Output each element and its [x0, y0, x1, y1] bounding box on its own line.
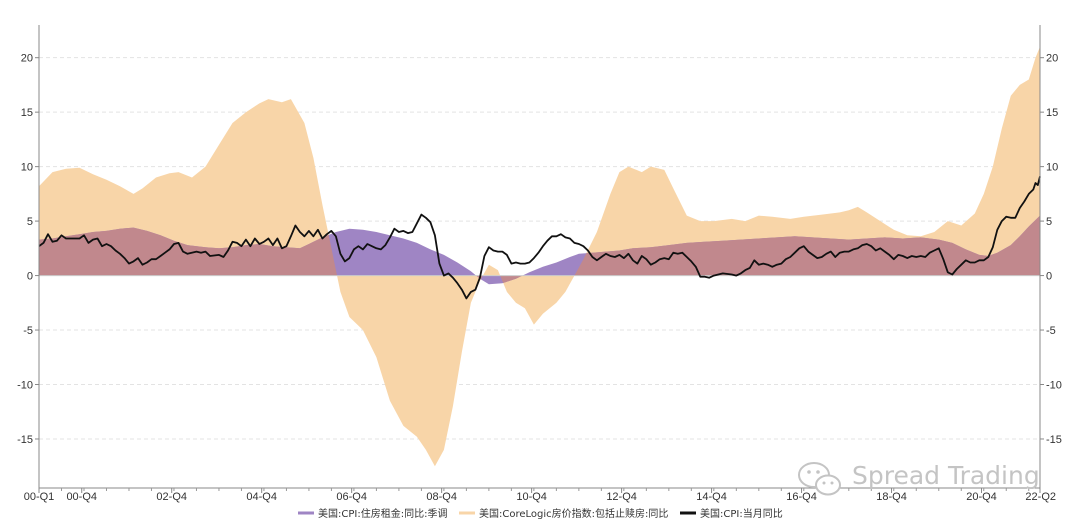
x-tick-label: 10-Q4	[516, 491, 547, 503]
y-tick-label-right: 15	[1046, 107, 1058, 119]
y-tick-label-left: 15	[21, 107, 33, 119]
y-tick-label-left: 5	[27, 216, 33, 228]
legend-item[interactable]: 美国:CoreLogic房价指数:包括止赎房:同比	[459, 507, 668, 520]
y-tick-label-left: -10	[17, 380, 33, 392]
y-tick-label-left: 20	[21, 53, 33, 65]
area-series	[39, 46, 1040, 467]
y-tick-label-right: 0	[1046, 271, 1052, 283]
x-tick-label: 14-Q4	[696, 491, 727, 503]
y-tick-label-right: 10	[1046, 162, 1058, 174]
x-tick-label: 12-Q4	[606, 491, 637, 503]
legend-item[interactable]: 美国:CPI:当月同比	[680, 507, 783, 520]
watermark: Spread Trading	[798, 461, 1040, 496]
legend: 美国:CPI:住房租金:同比:季调 美国:CoreLogic房价指数:包括止赎房:…	[298, 507, 783, 520]
axes	[35, 25, 1044, 493]
x-tick-label: 00-Q4	[66, 491, 97, 503]
y-tick-label-right: 5	[1046, 216, 1052, 228]
x-tick-label: 02-Q4	[156, 491, 187, 503]
legend-label: 美国:CoreLogic房价指数:包括止赎房:同比	[479, 507, 668, 520]
wechat-icon	[798, 462, 841, 496]
legend-label: 美国:CPI:当月同比	[700, 507, 783, 520]
x-tick-label: 00-Q1	[24, 491, 55, 503]
x-tick-label: 04-Q4	[246, 491, 277, 503]
x-tick-label: 16-Q4	[786, 491, 817, 503]
x-tick-label: 06-Q4	[336, 491, 367, 503]
series-area-corelogic-hpi	[39, 46, 1040, 467]
x-tick-label: 22-Q2	[1025, 491, 1056, 503]
y-tick-label-left: 10	[21, 162, 33, 174]
y-tick-label-right: -5	[1046, 325, 1056, 337]
overlap-above-zero	[39, 215, 1040, 276]
x-tick-label: 18-Q4	[876, 491, 907, 503]
y-tick-label-left: -5	[23, 325, 33, 337]
y-tick-label-right: -15	[1046, 434, 1062, 446]
legend-item[interactable]: 美国:CPI:住房租金:同比:季调	[298, 507, 447, 520]
x-tick-label: 20-Q4	[966, 491, 997, 503]
y-tick-label-left: 0	[27, 271, 33, 283]
line-series	[38, 176, 1041, 300]
y-tick-label-left: -15	[17, 434, 33, 446]
x-tick-label: 08-Q4	[426, 491, 457, 503]
series-line-cpi	[38, 176, 1041, 300]
legend-label: 美国:CPI:住房租金:同比:季调	[318, 507, 447, 520]
y-tick-label-right: -10	[1046, 380, 1062, 392]
y-tick-label-right: 20	[1046, 53, 1058, 65]
tick-labels: 20 20 15 15 10 10 5 5 0 0 -5 -5 -10 -10 -15 -15 00-Q1 00-…	[17, 53, 1062, 503]
series-area-overlap	[39, 215, 1040, 285]
watermark-text: Spread Trading	[852, 461, 1040, 490]
